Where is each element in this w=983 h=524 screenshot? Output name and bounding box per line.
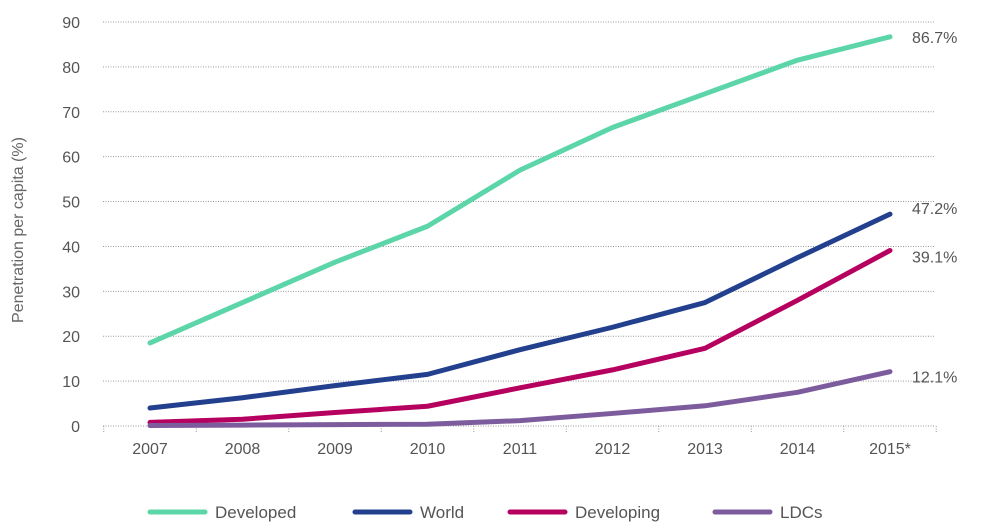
x-tick-label: 2014 [780,441,816,458]
end-label-ldcs: 12.1% [912,370,957,387]
x-tick-label: 2009 [317,441,353,458]
y-tick-label: 10 [62,374,80,391]
end-label-developing: 39.1% [912,249,957,266]
x-tick-label: 2011 [503,441,538,458]
end-labels: 86.7% 47.2% 39.1% 12.1% [912,30,957,387]
y-axis-title: Penetration per capita (%) [10,137,27,323]
x-tick-label: 2015* [869,441,911,458]
y-tick-label: 20 [62,329,80,346]
x-tick-label: 2010 [410,441,446,458]
y-tick-label: 50 [62,195,80,212]
x-tick-label: 2012 [595,441,631,458]
y-tick-label: 70 [62,105,80,122]
y-tick-label: 90 [62,15,80,32]
x-tick-label: 2007 [132,441,168,458]
y-tick-label: 60 [62,150,80,167]
legend: Developed World Developing LDCs [147,503,823,522]
x-tick-label: 2008 [225,441,261,458]
series-line-developed [147,34,893,346]
series-line-ldcs [147,369,893,429]
legend-label-world: World [420,503,464,522]
legend-label-developed: Developed [215,503,296,522]
y-tick-label: 40 [62,239,80,256]
y-tick-label: 0 [71,419,80,436]
y-tick-label: 30 [62,284,80,301]
legend-label-developing: Developing [575,503,660,522]
series-lines [147,34,893,429]
y-tick-label: 80 [62,60,80,77]
x-tick-label: 2013 [687,441,723,458]
series-line-developing [147,247,893,425]
series-line-world [147,211,893,411]
end-label-world: 47.2% [912,201,957,218]
gridlines [103,21,935,427]
axes: 0 10 20 30 40 50 60 70 80 90 2007 2008 2009 2010 2011 2… [62,15,937,458]
end-label-developed: 86.7% [912,30,957,47]
legend-label-ldcs: LDCs [780,503,823,522]
